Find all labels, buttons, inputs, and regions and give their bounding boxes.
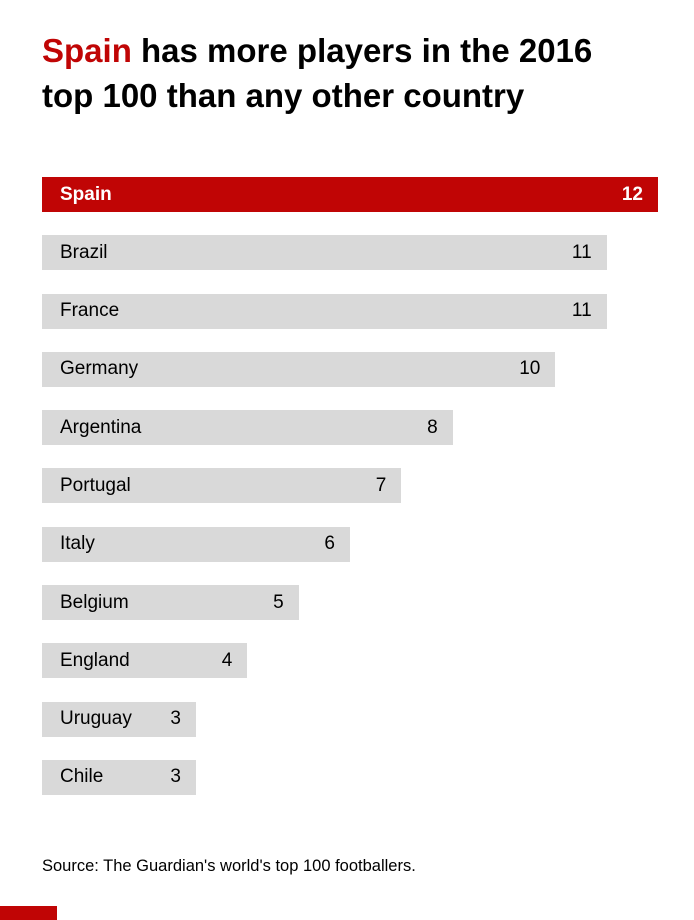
bar-value-label: 7: [375, 474, 387, 496]
bar-row: Uruguay 3: [42, 701, 196, 737]
bar-value-label: 5: [273, 591, 284, 613]
source-note: Source: The Guardian's world's top 100 f…: [42, 857, 416, 875]
bar-country-label: Chile: [60, 766, 104, 788]
bar-value-label: 12: [621, 183, 643, 205]
bar-row: Argentina 8: [42, 410, 453, 446]
corner-red-strip: [0, 906, 57, 920]
bar-value-label: 11: [571, 241, 592, 263]
chart-title-highlight: Spain: [42, 32, 132, 69]
bar-country-label: England: [60, 649, 130, 671]
bar-country-label: Italy: [60, 533, 95, 555]
bar-country-label: France: [60, 300, 120, 322]
bar-value-label: 11: [571, 300, 592, 322]
bar-value-label: 3: [170, 708, 181, 730]
bar-value-label: 6: [324, 533, 335, 555]
chart-title: Spain has more players in the 2016 top 1…: [42, 28, 682, 118]
bar-row: Belgium 5: [42, 585, 299, 621]
bar-country-label: Uruguay: [60, 708, 132, 730]
bar-country-label: Spain: [60, 183, 112, 205]
chart-title-line1-rest: has more players in the 2016: [131, 32, 593, 69]
bar-row: Spain 12: [42, 177, 658, 212]
bar-row: Brazil 11: [42, 235, 607, 271]
bar-country-label: Portugal: [60, 474, 131, 496]
bar-country-label: Brazil: [60, 241, 108, 263]
bar-row: England 4: [42, 643, 248, 679]
bar-chart: Spain 12 Brazil 11 France 11 Germany 10 …: [42, 177, 658, 818]
chart-title-line2: top 100 than any other country: [42, 77, 525, 114]
bar-country-label: Germany: [60, 358, 139, 380]
bar-row: Italy 6: [42, 526, 350, 562]
bar-country-label: Belgium: [60, 591, 129, 613]
bar-value-label: 8: [427, 416, 438, 438]
bar-value-label: 3: [170, 766, 181, 788]
bar-row: France 11: [42, 293, 607, 329]
bar-country-label: Argentina: [60, 416, 142, 438]
bar-row: Chile 3: [42, 759, 196, 795]
chart-title-line1: Spain has more players in the 2016: [42, 32, 592, 69]
bar-value-label: 10: [519, 358, 541, 380]
bar-value-label: 4: [221, 649, 233, 671]
bar-row: Portugal 7: [42, 468, 402, 504]
bar-row: Germany 10: [42, 351, 556, 387]
